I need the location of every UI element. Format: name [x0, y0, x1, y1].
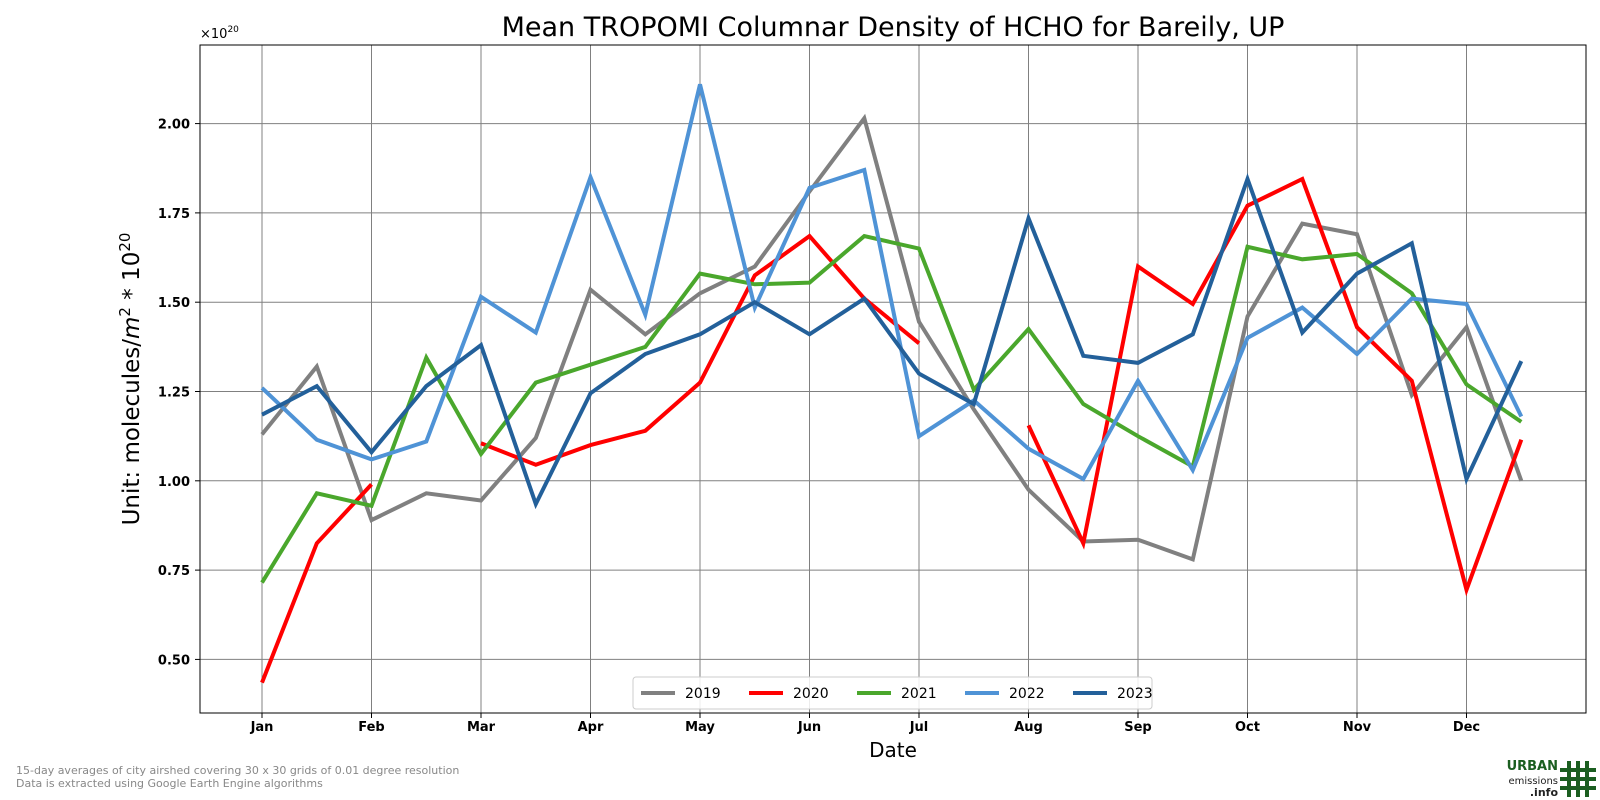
x-tick-label: May [685, 720, 715, 735]
y-axis-label: Unit: molecules/m2 * 1020 [116, 233, 145, 526]
x-tick-label: Mar [467, 720, 496, 735]
logo-grid-icon [1560, 761, 1596, 797]
y-axis-label-sup-20: 20 [116, 233, 134, 252]
x-tick-label: Dec [1453, 720, 1480, 735]
y-tick-label: 1.75 [158, 207, 190, 222]
legend-label-2019: 2019 [685, 686, 721, 702]
y-axis-label-sup-2: 2 [116, 307, 134, 317]
logo-line-3: .info [1529, 786, 1558, 799]
series-line-2021 [260, 233, 1523, 584]
axis-offset-exponent: 20 [227, 25, 239, 35]
legend: 2019 2020 2021 2022 2023 [632, 676, 1153, 710]
x-tick-label: Jun [797, 720, 821, 735]
footnote-line-1: 15-day averages of city airshed covering… [16, 764, 460, 777]
y-tick-label: 1.50 [158, 296, 190, 311]
y-tick-label: 2.00 [158, 118, 190, 133]
series-lines [260, 83, 1524, 684]
y-axis-ticks: 0.50 0.75 1.00 1.25 1.50 1.75 2.00 [158, 118, 200, 668]
x-tick-label: Sep [1124, 720, 1152, 735]
series-line-2020 [260, 176, 1524, 684]
y-axis-label-prefix: Unit: molecules/ [119, 339, 145, 526]
x-tick-label: Feb [358, 720, 384, 735]
series-line-2023 [261, 173, 1524, 510]
logo-line-1: URBAN [1506, 759, 1558, 774]
legend-label-2022: 2022 [1009, 686, 1045, 702]
logo-line-2: emissions [1508, 776, 1558, 787]
axis-offset-label: ×1020 [200, 25, 239, 42]
plot-frame [199, 44, 1587, 714]
legend-label-2020: 2020 [793, 686, 829, 702]
y-tick-label: 1.00 [158, 475, 190, 490]
x-tick-label: Aug [1014, 720, 1043, 735]
chart-title: Mean TROPOMI Columnar Density of HCHO fo… [502, 12, 1285, 43]
series-line-2022 [260, 83, 1524, 482]
x-tick-label: Oct [1235, 720, 1260, 735]
y-tick-label: 1.25 [158, 386, 190, 401]
footnote-line-2: Data is extracted using Google Earth Eng… [16, 777, 323, 790]
legend-label-2023: 2023 [1117, 686, 1153, 702]
x-axis-label: Date [869, 738, 917, 762]
series-line-2019 [260, 113, 1524, 563]
axis-offset-base: ×10 [200, 27, 227, 42]
x-tick-label: Nov [1343, 720, 1372, 735]
x-tick-label: Apr [578, 720, 604, 735]
y-tick-label: 0.50 [158, 653, 190, 668]
y-axis-label-unit-m: m [119, 317, 145, 339]
y-tick-label: 0.75 [158, 564, 190, 579]
grid-lines [200, 45, 1586, 713]
x-tick-label: Jan [250, 720, 274, 735]
x-tick-label: Jul [909, 720, 929, 735]
y-axis-label-mid: * 10 [119, 252, 145, 307]
legend-box [632, 676, 1153, 710]
x-axis-ticks: Jan Feb Mar Apr May Jun Jul Aug Sep Oct Nov Dec [250, 713, 1480, 735]
legend-label-2021: 2021 [901, 686, 937, 702]
